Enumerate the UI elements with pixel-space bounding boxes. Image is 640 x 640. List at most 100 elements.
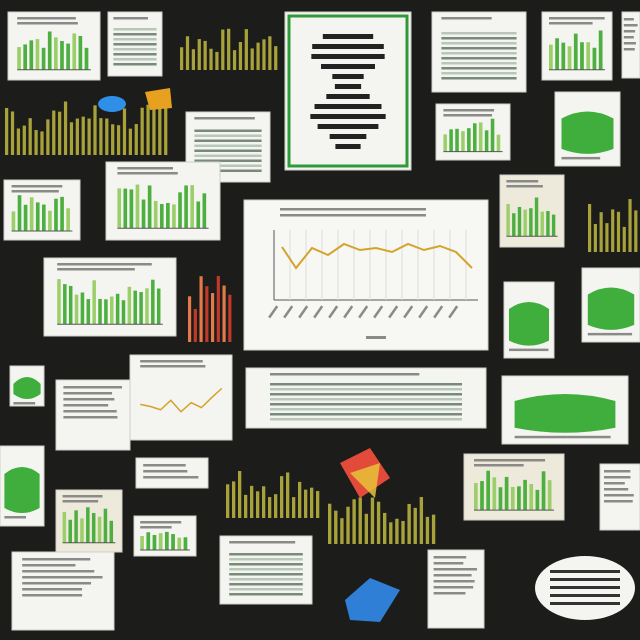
bar-shape — [616, 211, 621, 252]
text-placeholder — [506, 180, 539, 183]
bar-shape — [139, 292, 143, 325]
bar-shape — [22, 125, 26, 155]
table-row — [229, 568, 303, 571]
bar-shape — [172, 204, 176, 229]
text-placeholder — [433, 568, 477, 571]
bar-shape — [11, 211, 16, 231]
table-row — [113, 28, 157, 31]
bar-shape — [62, 511, 67, 543]
bar-shape — [185, 36, 190, 70]
bar-shape — [109, 520, 114, 543]
bar-shape — [123, 188, 128, 229]
text-placeholder — [550, 570, 620, 573]
table-row — [194, 144, 262, 147]
bar-shape — [529, 208, 533, 237]
bar-shape — [152, 534, 157, 550]
panel — [435, 103, 511, 161]
text-placeholder — [229, 541, 296, 544]
blue-shape — [98, 96, 126, 112]
text-placeholder — [117, 172, 178, 175]
bar-shape — [121, 300, 126, 325]
panel — [503, 281, 555, 359]
bar-shape — [205, 286, 209, 342]
table-row — [270, 388, 462, 391]
table-row — [441, 52, 517, 55]
bar-shape — [238, 42, 243, 70]
stack-bar — [329, 134, 367, 139]
bar-shape — [599, 212, 603, 252]
table-row — [194, 169, 262, 172]
bar-shape — [188, 296, 192, 342]
stack-bar — [321, 64, 375, 69]
bar-shape — [413, 507, 417, 544]
text-placeholder — [63, 410, 117, 413]
stack-bar — [334, 84, 362, 89]
table-row — [441, 62, 517, 65]
bar-shape — [41, 47, 46, 70]
panel — [188, 275, 232, 342]
text-placeholder — [62, 495, 103, 498]
text-placeholder — [22, 576, 103, 579]
bar-shape — [54, 198, 58, 231]
bar-shape — [588, 203, 592, 252]
bar-shape — [46, 119, 50, 155]
bar-shape — [580, 42, 584, 70]
text-placeholder — [550, 586, 620, 589]
bar-shape — [216, 275, 220, 342]
text-placeholder — [4, 516, 27, 519]
text-placeholder — [140, 365, 206, 368]
stack-bar — [322, 34, 374, 39]
text-placeholder — [604, 500, 633, 503]
bar-shape — [292, 497, 296, 518]
bar-shape — [478, 122, 483, 152]
bar-shape — [84, 47, 89, 70]
bar-shape — [221, 29, 225, 71]
bar-shape — [256, 491, 260, 518]
table-row — [270, 393, 462, 396]
bar-shape — [203, 40, 207, 70]
text-placeholder — [604, 494, 634, 497]
bar-shape — [197, 39, 201, 70]
bar-shape — [504, 476, 509, 511]
bar-shape — [92, 280, 96, 325]
table-row — [270, 403, 462, 406]
bar-shape — [178, 192, 182, 229]
x-label-placeholder — [418, 305, 429, 319]
bar-shape — [75, 118, 79, 155]
bar-shape — [145, 288, 149, 325]
bar-shape — [555, 38, 559, 70]
bar-shape — [443, 134, 447, 152]
color-shape — [350, 463, 380, 498]
text-placeholder — [63, 404, 109, 407]
table-row — [441, 57, 517, 60]
stack-bar — [311, 54, 385, 59]
bar-shape — [74, 510, 78, 543]
x-label-placeholder — [388, 305, 399, 319]
panel-frame — [135, 457, 209, 489]
text-placeholder — [22, 564, 76, 567]
bar-shape — [146, 532, 151, 550]
text-placeholder — [514, 435, 611, 439]
x-label-placeholder — [298, 305, 309, 319]
table-row — [194, 134, 262, 137]
text-placeholder — [140, 360, 203, 363]
bar-shape — [340, 518, 344, 544]
main-chart-frame — [243, 199, 489, 351]
bar-shape — [517, 486, 521, 511]
bar-shape — [29, 40, 34, 70]
text-placeholder — [433, 580, 475, 583]
bar-shape — [128, 128, 132, 155]
bar-shape — [634, 210, 638, 252]
bar-shape — [93, 105, 97, 155]
bar-shape — [133, 290, 137, 325]
bar-shape — [474, 482, 478, 511]
bar-shape — [140, 107, 144, 155]
bar-shape — [250, 485, 254, 518]
bar-shape — [23, 44, 28, 70]
bar-shape — [78, 35, 83, 70]
bar-shape — [228, 294, 232, 342]
bar-shape — [586, 42, 591, 70]
panel — [219, 535, 313, 605]
bar-shape — [17, 195, 22, 231]
